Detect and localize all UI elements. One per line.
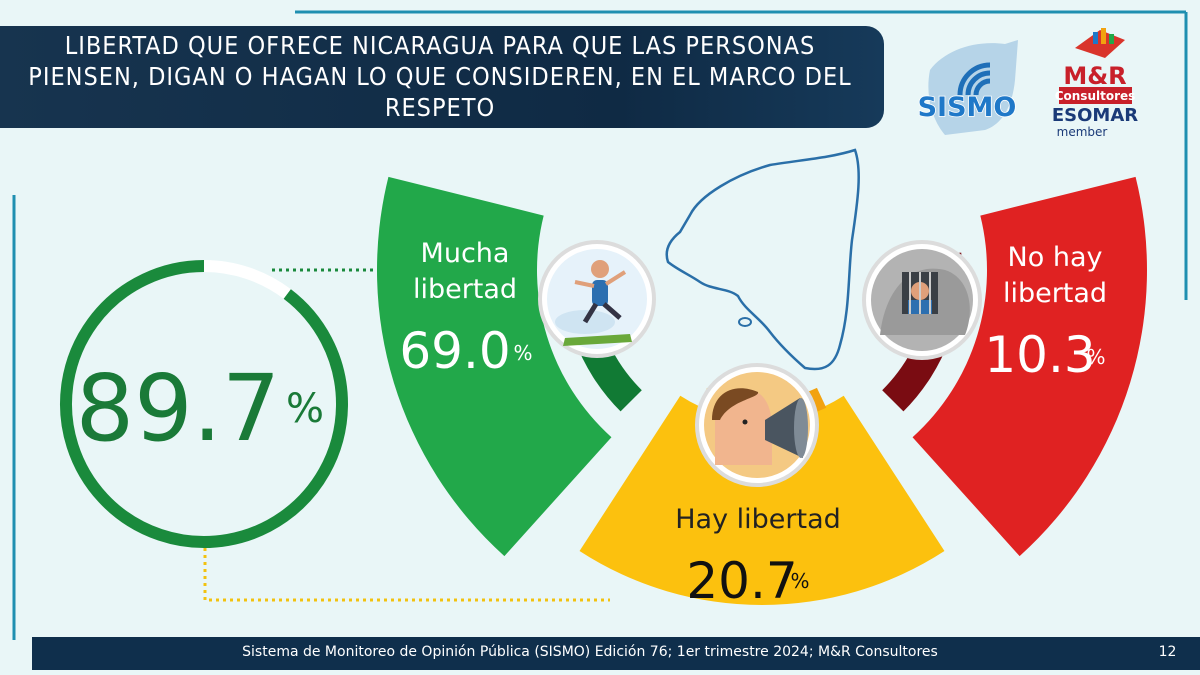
mr-logo-subtext: Consultores — [1055, 89, 1136, 103]
esomar-text: ESOMAR — [1052, 105, 1138, 126]
megaphone-person-icon — [695, 363, 819, 487]
total-ring-arc — [60, 260, 348, 548]
mr-logo-text: M&R — [1063, 62, 1126, 90]
label-mucha-line2: libertad — [413, 274, 517, 305]
total-ring — [60, 260, 348, 548]
value-label-hay: 20.7 — [686, 552, 797, 610]
jailed-person-icon — [862, 240, 982, 360]
title-banner — [0, 26, 884, 128]
unit-hay: % — [790, 569, 809, 593]
total-value: 89.7 — [76, 355, 281, 462]
segment-mucha-libertad — [376, 176, 612, 557]
sismo-logo-text: SISMO — [918, 92, 1017, 123]
running-person-icon — [538, 240, 656, 358]
label-nohay-line1: No hay — [1008, 242, 1103, 273]
connector-hay — [203, 548, 610, 602]
mr-logo: M&R Consultores ESOMAR member — [1052, 28, 1138, 139]
unit-nohay: % — [1086, 345, 1105, 369]
value-label-nohay: 10.3 — [984, 326, 1095, 384]
nicaragua-map-icon — [665, 148, 860, 371]
footer-bar — [32, 637, 1200, 670]
total-ring-remainder — [203, 260, 291, 299]
label-hay: Hay libertad — [675, 504, 841, 535]
label-mucha-line1: Mucha — [421, 238, 510, 269]
label-nohay-line2: libertad — [1003, 278, 1107, 309]
map-lake-island — [738, 317, 752, 327]
sismo-logo: SISMO — [917, 40, 1018, 135]
unit-mucha: % — [513, 341, 532, 365]
segment-no-hay-libertad — [912, 176, 1147, 557]
segment-hay-libertad — [579, 395, 945, 606]
footer-source: Sistema de Monitoreo de Opinión Pública … — [242, 644, 938, 660]
esomar-member-text: member — [1057, 125, 1108, 139]
total-unit: % — [286, 386, 324, 432]
page-title: LIBERTAD QUE OFRECE NICARAGUA PARA QUE L… — [28, 31, 852, 122]
value-label-mucha: 69.0 — [399, 322, 510, 380]
page-number: 12 — [1158, 644, 1177, 660]
